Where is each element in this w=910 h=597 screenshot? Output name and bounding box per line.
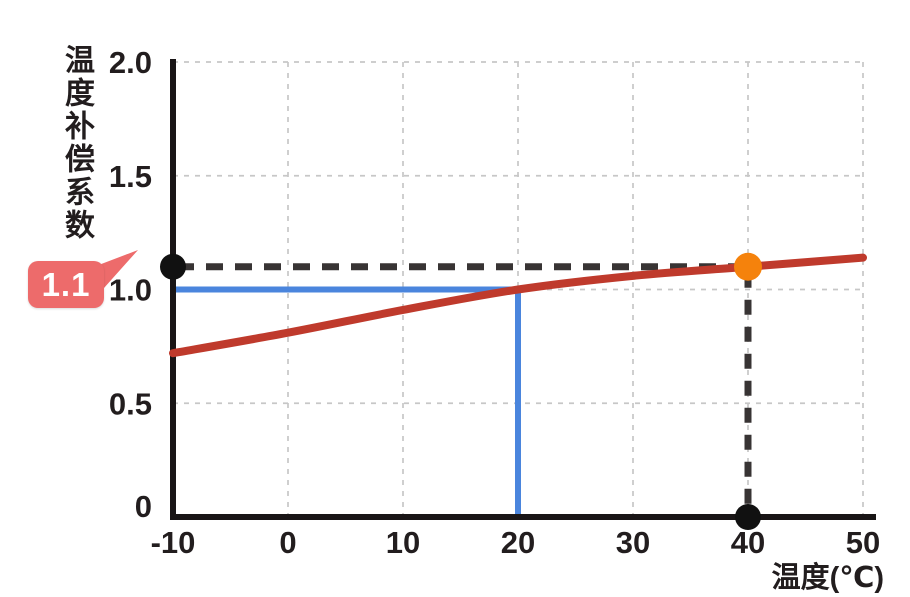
callout-label: 1.1	[41, 265, 91, 303]
x-tick-label: 40	[731, 525, 765, 560]
axis-marker-dot	[735, 504, 761, 530]
x-tick-label: 10	[386, 525, 420, 560]
x-tick-label: 0	[279, 525, 296, 560]
y-tick-label: 0.5	[109, 386, 152, 421]
x-axis-title: 温度(℃)	[771, 562, 884, 594]
y-tick-label: 0	[135, 489, 152, 524]
x-tick-label: 20	[501, 525, 535, 560]
y-tick-label: 1.0	[109, 273, 152, 308]
y-tick-label: 2.0	[109, 45, 152, 80]
y-tick-label: 1.5	[109, 159, 152, 194]
axis-marker-dot	[160, 253, 186, 280]
callout-badge: 1.1	[28, 261, 104, 308]
x-tick-label: 30	[616, 525, 650, 560]
callout-pointer	[96, 250, 138, 288]
y-axis-title: 温度补偿系数	[60, 44, 93, 242]
highlight-point	[734, 252, 762, 281]
x-tick-label: 50	[846, 525, 880, 560]
x-tick-label: -10	[151, 525, 196, 560]
